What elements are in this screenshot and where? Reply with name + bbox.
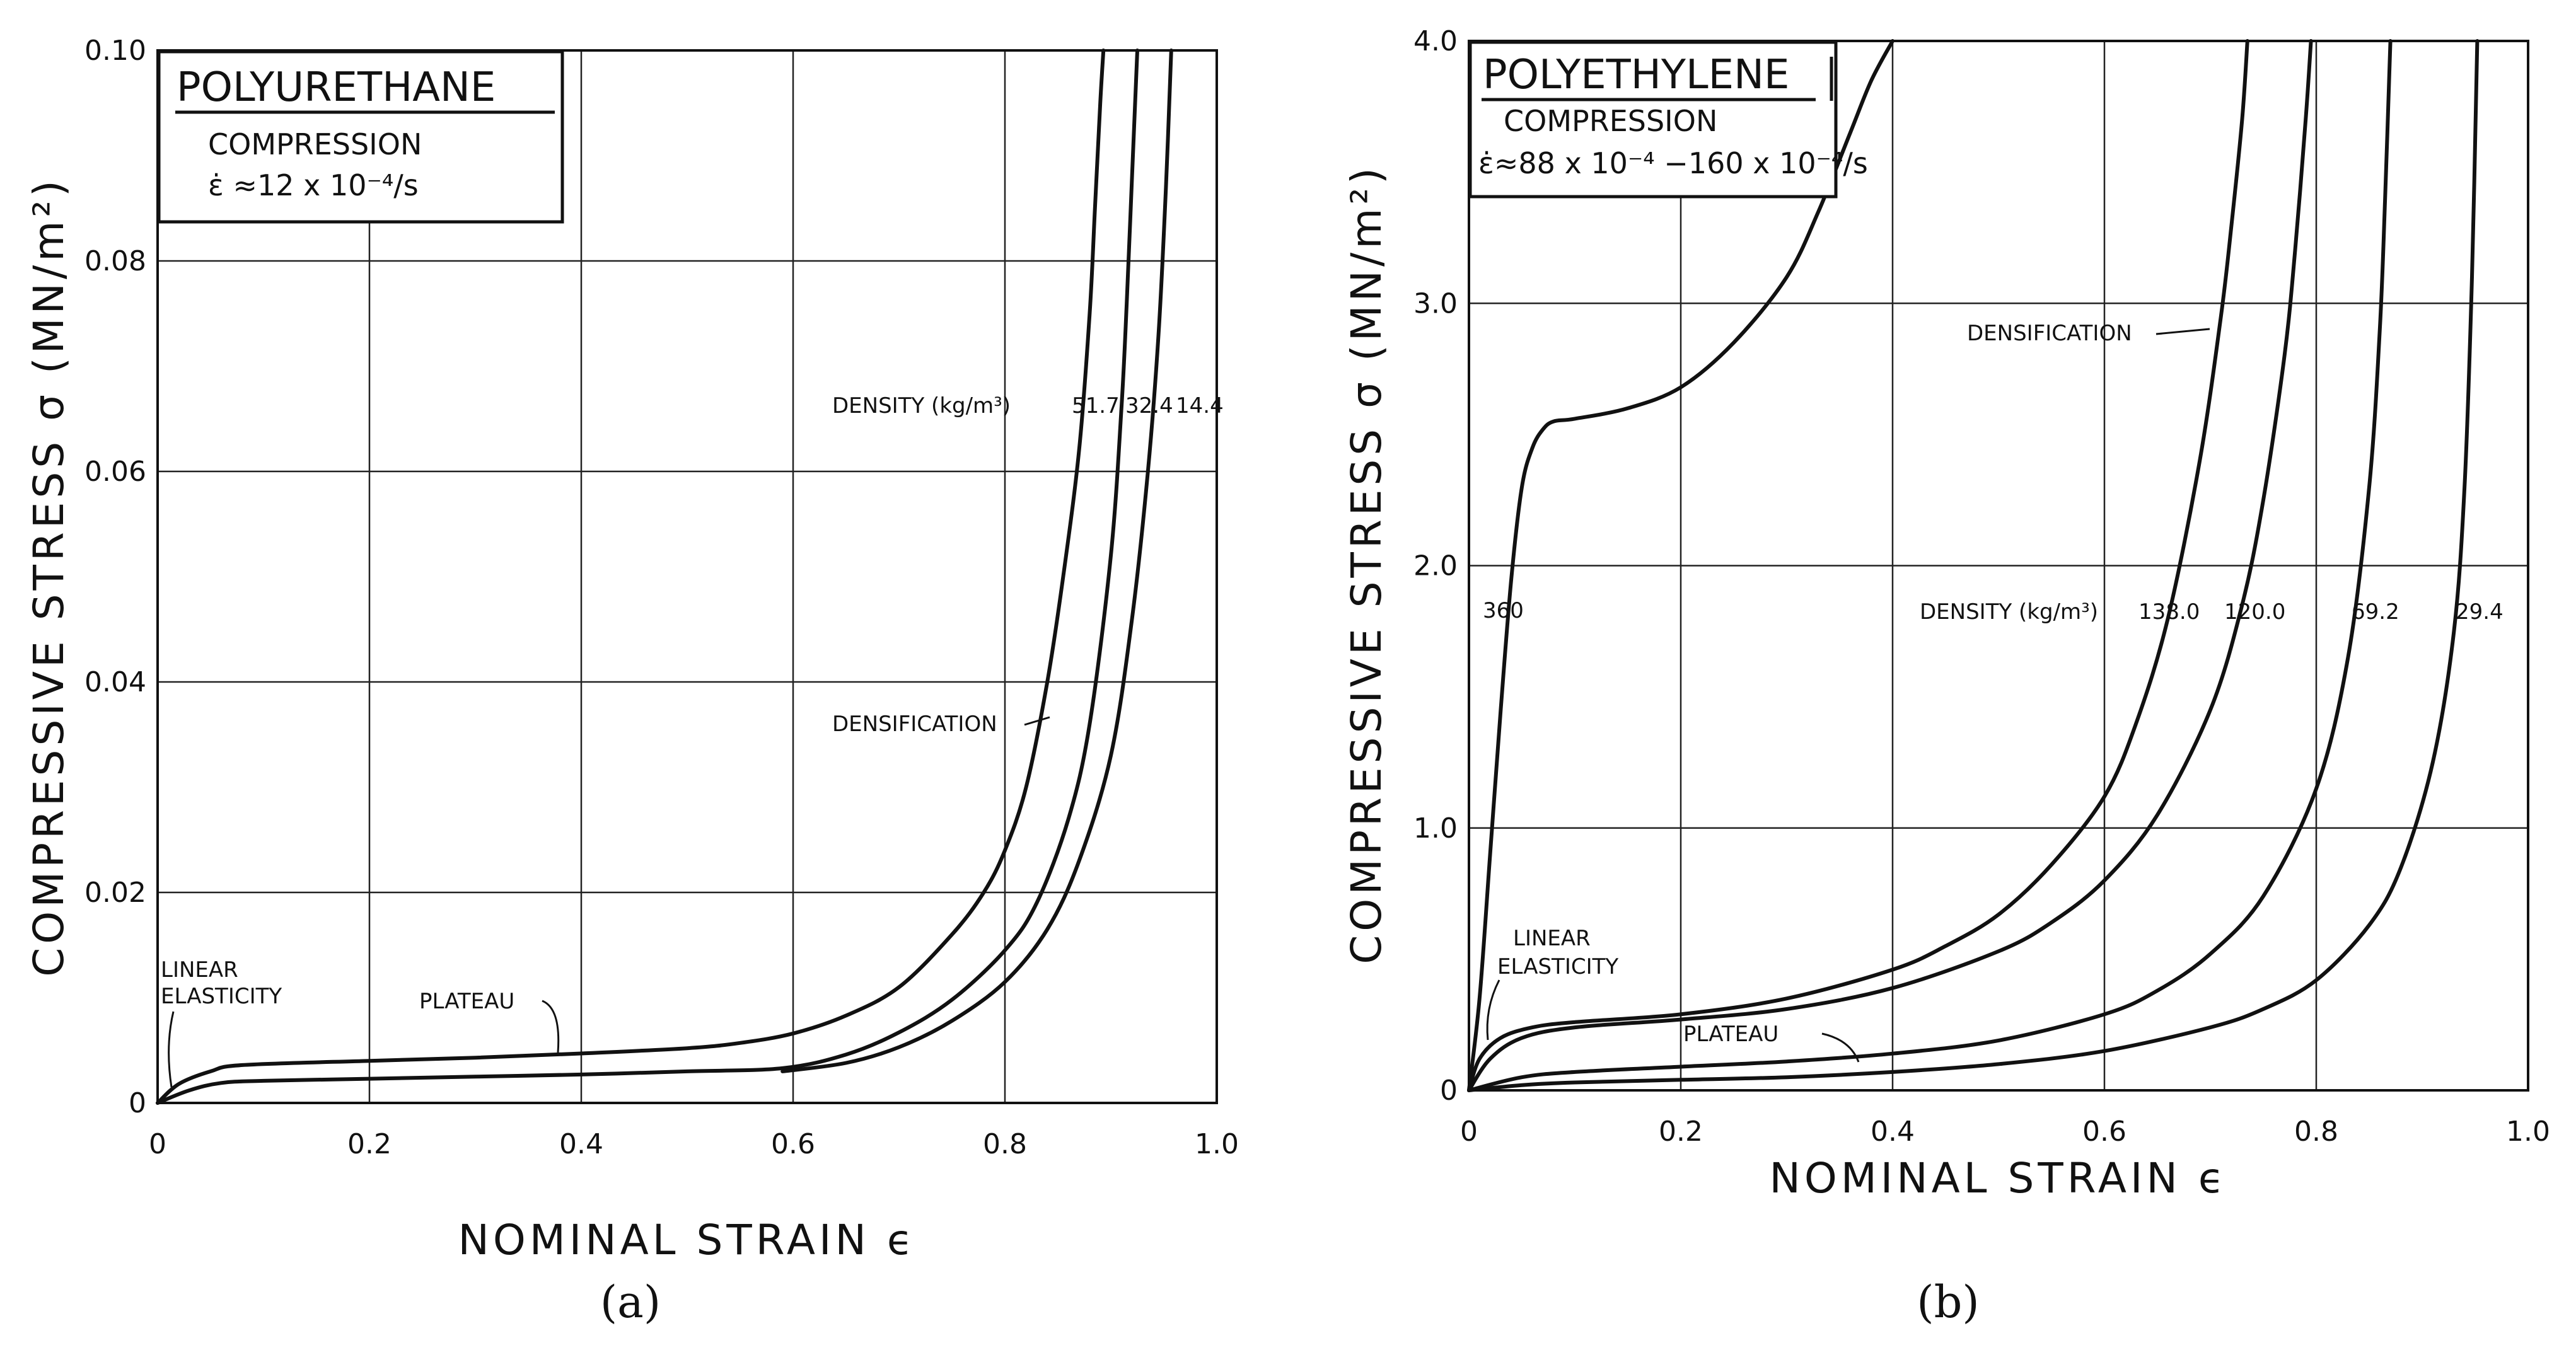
panel-a-series-32-4 <box>156 49 1139 1105</box>
panel-a-x-ticks: 0 0.2 0.4 0.6 0.8 1.0 <box>149 1128 1239 1160</box>
panel-a-linear-leader <box>168 1011 175 1088</box>
panel-b-x-axis-title: NOMINAL STRAIN ϵ <box>1770 1154 2228 1203</box>
panel-a-y-tick-label-0: 0 <box>129 1087 146 1119</box>
panel-a-title-box <box>157 50 564 224</box>
panel-a-densification-arrow <box>1024 716 1050 726</box>
panel-b-plateau-label: PLATEAU <box>1683 1022 1778 1047</box>
panel-a-y-tick-label-3: 0.06 <box>84 456 146 488</box>
panel-b-elasticity-label: ELASTICITY <box>1497 954 1618 979</box>
panel-a-subtitle-compression: COMPRESSION <box>208 127 422 161</box>
panel-b-density-value-138: 138.0 <box>2138 599 2200 625</box>
panel-a-linear-label: LINEAR <box>161 957 238 983</box>
panel-a-subtitle-rate: ε̇ ≈12 x 10⁻⁴/s <box>208 168 419 202</box>
panel-b-plot-frame <box>1468 40 2529 1092</box>
panel-b-x-ticks: 0 0.2 0.4 0.6 0.8 1.0 <box>1460 1116 2550 1148</box>
panel-b-series-29-4 <box>1467 39 2480 1092</box>
panel-b-curves <box>1467 39 2480 1092</box>
panel-a-y-ticks: 0 0.02 0.04 0.06 0.08 0.10 <box>84 35 146 1119</box>
panel-a-x-tick-label-0: 0 <box>149 1128 166 1160</box>
panel-b-plateau-leader <box>1821 1032 1860 1063</box>
panel-b-y-tick-label-0: 0 <box>1440 1075 1458 1107</box>
panel-a-density-value-51-7: 51.7 <box>1072 393 1120 418</box>
panel-b-label-360: 360 <box>1483 598 1524 623</box>
panel-b-linear-leader <box>1486 979 1500 1041</box>
panel-b-x-tick-label-1: 0.2 <box>1659 1116 1703 1148</box>
panel-b-linear-label: LINEAR <box>1513 926 1591 951</box>
panel-b-x-tick-label-4: 0.8 <box>2294 1116 2338 1148</box>
panel-b-x-tick-label-0: 0 <box>1460 1116 1478 1148</box>
panel-b-label: (b) <box>1917 1276 1979 1328</box>
panel-a-density-value-14-4: 14.4 <box>1176 393 1224 418</box>
panel-b-density-value-69-2: 69.2 <box>2352 599 2399 625</box>
chart-panel-b: 0 0.2 0.4 0.6 0.8 1.0 0 1.0 2.0 3.0 4.0 POLYETHYL… <box>1342 25 2550 1328</box>
panel-b-densification-label: DENSIFICATION <box>1967 321 2132 346</box>
panel-a-plot-frame <box>156 49 1218 1104</box>
panel-a-y-tick-label-1: 0.02 <box>84 877 146 909</box>
panel-b-subtitle-compression: COMPRESSION <box>1504 104 1717 138</box>
panel-b-title-box <box>1468 40 1838 199</box>
panel-b-y-tick-label-3: 3.0 <box>1413 287 1458 320</box>
panel-b-y-axis-title: COMPRESSIVE STRESS σ (MN/m²) <box>1342 164 1391 964</box>
panel-a-y-tick-label-2: 0.04 <box>84 666 146 698</box>
panel-a-density-label: DENSITY (kg/m³) <box>832 393 1011 418</box>
panel-b-x-tick-label-3: 0.6 <box>2082 1116 2126 1148</box>
panel-a-series-14-4 <box>780 49 1173 1073</box>
panel-b-y-tick-label-2: 2.0 <box>1413 550 1458 582</box>
panel-a-elasticity-label: ELASTICITY <box>161 984 282 1009</box>
panel-a-x-tick-label-4: 0.8 <box>983 1128 1027 1160</box>
panel-b-series-120-0 <box>1467 39 2313 1092</box>
panel-a-y-axis-title: COMPRESSIVE STRESS σ (MN/m²) <box>25 176 73 977</box>
panel-b-title: POLYETHYLENE <box>1483 52 1789 98</box>
panel-a-x-tick-label-1: 0.2 <box>347 1128 392 1160</box>
panel-b-density-label: DENSITY (kg/m³) <box>1920 599 2098 625</box>
panel-a-series-51-7 <box>156 49 1106 1105</box>
panel-b-x-tick-label-2: 0.4 <box>1871 1116 1915 1148</box>
panel-b-y-tick-label-4: 4.0 <box>1413 25 1458 57</box>
panel-b-y-tick-label-1: 1.0 <box>1413 812 1458 845</box>
panel-b-series-360 <box>1467 39 1894 1092</box>
panel-a-y-tick-label-5: 0.10 <box>84 35 146 67</box>
panel-b-grid <box>1469 41 2528 1090</box>
panel-b-y-ticks: 0 1.0 2.0 3.0 4.0 <box>1413 25 1458 1107</box>
panel-a-curves <box>156 49 1173 1105</box>
panel-a-x-tick-label-5: 1.0 <box>1195 1128 1239 1160</box>
panel-a-grid <box>158 50 1217 1103</box>
panel-a-x-tick-label-3: 0.6 <box>771 1128 815 1160</box>
panel-a-x-tick-label-2: 0.4 <box>559 1128 603 1160</box>
panel-a-plateau-leader <box>542 1000 560 1053</box>
panel-b-subtitle-rate: ε̇≈88 x 10⁻⁴ −160 x 10⁻⁴/s <box>1478 146 1868 180</box>
panel-a-x-axis-title: NOMINAL STRAIN ϵ <box>458 1216 917 1264</box>
chart-panel-a: 0 0.2 0.4 0.6 0.8 1.0 0 0.02 0.04 0.06 0.08 0.10 P… <box>25 35 1239 1328</box>
panel-a-density-value-32-4: 32.4 <box>1125 393 1173 418</box>
panel-b-series-69-2 <box>1467 39 2393 1092</box>
panel-b-density-value-120: 120.0 <box>2224 599 2285 625</box>
panel-a-y-tick-label-4: 0.08 <box>84 245 146 277</box>
panel-b-x-tick-label-5: 1.0 <box>2506 1116 2550 1148</box>
panel-a-title: POLYURETHANE <box>177 64 496 111</box>
panel-a-densification-label: DENSIFICATION <box>832 712 997 737</box>
panel-b-densification-arrow <box>2155 328 2210 335</box>
panel-b-density-value-29-4: 29.4 <box>2456 599 2503 625</box>
panel-a-label: (a) <box>600 1276 661 1328</box>
panel-b-series-138-0 <box>1467 39 2249 1092</box>
panel-a-plateau-label: PLATEAU <box>419 989 514 1014</box>
